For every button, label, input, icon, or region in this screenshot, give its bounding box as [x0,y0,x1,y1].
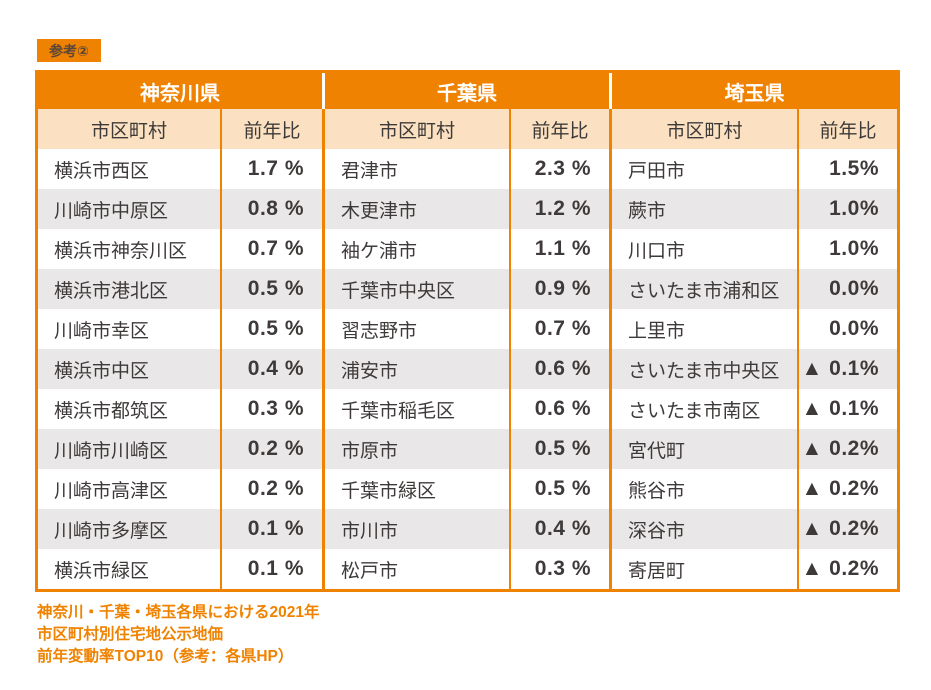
municipality-cell: 川崎市中原区 [38,189,220,229]
municipality-cell: 浦安市 [322,349,509,389]
table-grid: 市区町村 前年比 市区町村 前年比 市区町村 前年比 横浜市西区 1.7 % 君津市… [38,109,897,589]
municipality-cell: 川崎市多摩区 [38,509,220,549]
municipality-cell: 川崎市幸区 [54,320,150,342]
yoy-rate-cell: 0.1 % [220,509,322,549]
municipality-cell: 木更津市 [322,189,509,229]
municipality-cell: 市原市 [322,429,509,469]
municipality-cell: 川崎市高津区 [54,480,169,502]
yoy-rate-cell: ▲ 0.2% [797,509,897,549]
municipality-cell: 熊谷市 [609,469,797,509]
yoy-rate-cell: 0.2 % [220,469,322,509]
municipality-cell: さいたま市浦和区 [609,269,797,309]
yoy-rate-cell: 0.5 % [509,469,609,509]
yoy-rate-cell: ▲ 0.1% [797,389,897,429]
municipality-cell: 戸田市 [609,149,797,189]
municipality-cell: さいたま市南区 [609,389,797,429]
column-header-yoy: 前年比 [797,109,897,149]
caption-line-3: 前年変動率TOP10（参考：各県HP） [37,648,294,665]
yoy-rate-cell: 0.5 % [509,429,609,469]
municipality-cell: 寄居町 [609,549,797,589]
yoy-rate-cell: 2.3 % [509,149,609,189]
municipality-cell: 千葉市緑区 [322,469,509,509]
yoy-rate-cell: 1.5% [797,149,897,189]
yoy-rate-cell: ▲ 0.1% [797,349,897,389]
municipality-cell: さいたま市中央区 [609,349,797,389]
yoy-rate-cell: 0.1 % [220,549,322,589]
column-header-municipality: 市区町村 [609,109,797,149]
municipality-cell: 横浜市緑区 [54,560,150,582]
land-price-table: 神奈川県 千葉県 埼玉県 市区町村 前年比 市区町村 前年比 市区町村 前年比 … [35,70,900,592]
yoy-rate-cell: 0.3 % [509,549,609,589]
yoy-rate-cell: 1.2 % [509,189,609,229]
municipality-cell: 川崎市川崎区 [38,429,220,469]
yoy-rate-cell: 0.9 % [509,269,609,309]
yoy-rate-cell: 0.5 % [220,269,322,309]
yoy-rate-cell: 0.8 % [220,189,322,229]
municipality-cell: 千葉市稲毛区 [322,389,509,429]
yoy-rate-cell: 0.5 % [220,309,322,349]
yoy-rate-cell: 1.7 % [220,149,322,189]
municipality-cell: 横浜市港北区 [38,269,220,309]
prefecture-header-row: 神奈川県 千葉県 埼玉県 [38,73,897,109]
column-header-municipality: 市区町村 [322,109,509,149]
prefecture-header-chiba: 千葉県 [322,73,609,109]
municipality-cell: 上里市 [609,309,797,349]
yoy-rate-cell: 0.6 % [509,349,609,389]
yoy-rate-cell: 0.0% [797,309,897,349]
yoy-rate-cell: ▲ 0.2% [797,549,897,589]
municipality-cell: 千葉市中央区 [322,269,509,309]
municipality-cell: 横浜市中区 [38,349,220,389]
municipality-cell: 君津市 [322,149,509,189]
yoy-rate-cell: 0.7 % [220,229,322,269]
municipality-cell: 習志野市 [322,309,509,349]
municipality-cell: 松戸市 [322,549,509,589]
yoy-rate-cell: ▲ 0.2% [797,429,897,469]
column-header-municipality: 市区町村 [38,109,220,149]
yoy-rate-cell: ▲ 0.2% [797,469,897,509]
yoy-rate-cell: 1.0% [797,189,897,229]
caption-line-1: 神奈川・千葉・埼玉各県における2021年 [37,604,320,621]
source-caption: 神奈川・千葉・埼玉各県における2021年 市区町村別住宅地公示地価 前年変動率T… [37,602,319,668]
yoy-rate-cell: 0.7 % [509,309,609,349]
municipality-cell: 市川市 [322,509,509,549]
municipality-cell: 宮代町 [609,429,797,469]
yoy-rate-cell: 1.0% [797,229,897,269]
caption-line-2: 市区町村別住宅地公示地価 [37,626,224,643]
municipality-cell: 川口市 [609,229,797,269]
yoy-rate-cell: 0.3 % [220,389,322,429]
municipality-cell: 横浜市西区 [54,160,150,182]
yoy-rate-cell: 0.2 % [220,429,322,469]
municipality-cell: 袖ケ浦市 [322,229,509,269]
municipality-cell: 横浜市都筑区 [54,400,169,422]
municipality-cell: 蕨市 [609,189,797,229]
prefecture-header-kanagawa: 神奈川県 [140,82,220,105]
municipality-cell: 横浜市神奈川区 [54,240,188,262]
municipality-cell: 深谷市 [609,509,797,549]
yoy-rate-cell: 0.4 % [509,509,609,549]
reference-badge: 参考② [37,39,101,62]
yoy-rate-cell: 0.6 % [509,389,609,429]
yoy-rate-cell: 1.1 % [509,229,609,269]
column-header-yoy: 前年比 [509,109,609,149]
yoy-rate-cell: 0.4 % [220,349,322,389]
column-header-yoy: 前年比 [220,109,322,149]
prefecture-header-saitama: 埼玉県 [609,73,897,109]
yoy-rate-cell: 0.0% [797,269,897,309]
